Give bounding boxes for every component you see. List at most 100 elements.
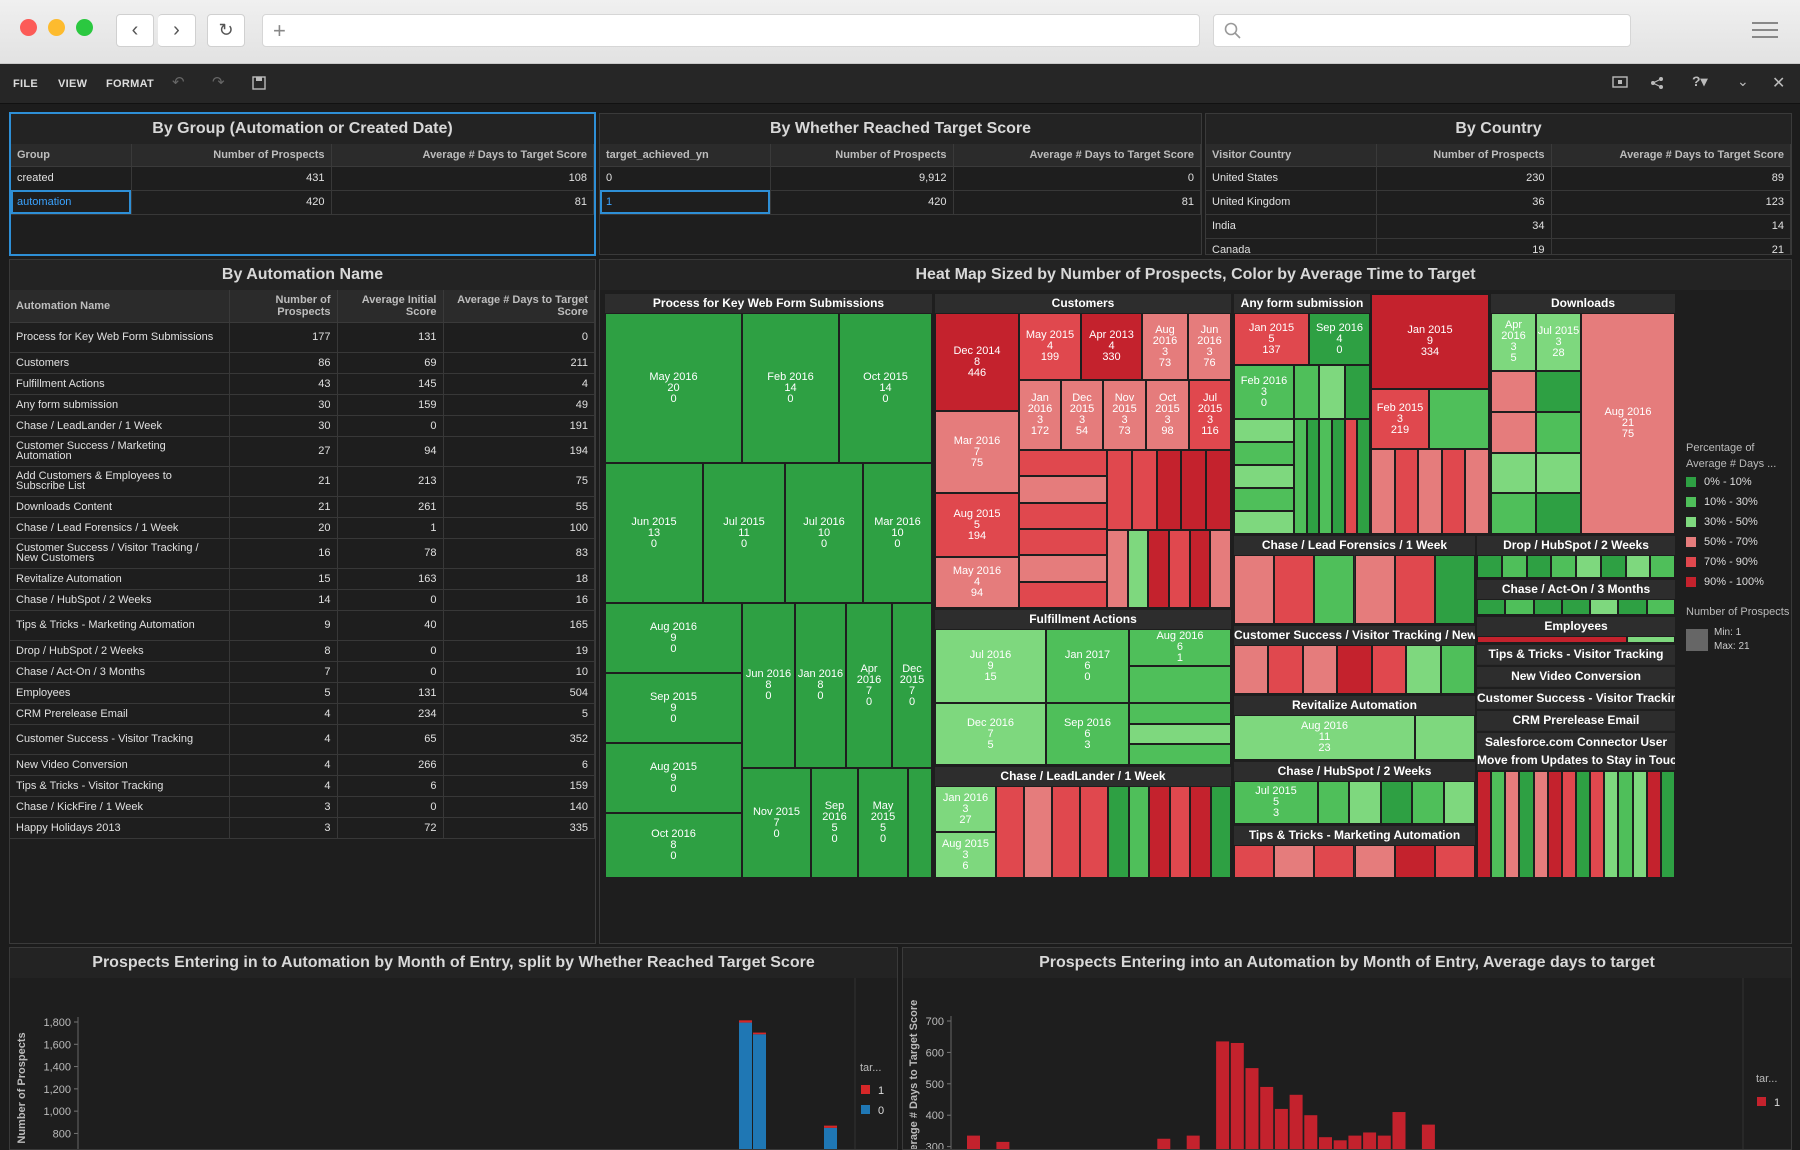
table-row[interactable]: India 34 14 bbox=[1206, 214, 1791, 239]
table-cell[interactable]: 8 bbox=[229, 640, 338, 662]
treemap-cell[interactable] bbox=[1406, 645, 1441, 694]
treemap-cell[interactable]: Aug 2016 6 1 bbox=[1129, 629, 1231, 666]
table-cell[interactable]: 213 bbox=[337, 466, 444, 497]
table-cell[interactable]: 191 bbox=[443, 415, 595, 437]
address-bar[interactable]: + bbox=[262, 14, 1200, 47]
treemap-group[interactable]: Chase / Act-On / 3 Months bbox=[1477, 580, 1675, 615]
menu-icon[interactable] bbox=[1752, 22, 1778, 40]
treemap-cell[interactable] bbox=[1551, 555, 1576, 578]
table-cell[interactable]: 0 bbox=[337, 661, 444, 683]
table-cell[interactable]: Canada bbox=[1206, 238, 1377, 254]
table-cell[interactable]: Tips & Tricks - Visitor Tracking bbox=[10, 775, 230, 797]
treemap-cell[interactable] bbox=[1019, 555, 1107, 582]
treemap-cell[interactable] bbox=[1357, 419, 1370, 534]
legend-item[interactable]: 1 bbox=[861, 1085, 884, 1097]
table-row[interactable]: Chase / Lead Forensics / 1 Week 20 1 100 bbox=[10, 517, 595, 539]
treemap-cell[interactable]: Dec 2015 7 0 bbox=[892, 603, 932, 768]
treemap-cell[interactable] bbox=[1660, 771, 1675, 878]
maximize-window-icon[interactable] bbox=[76, 19, 93, 36]
treemap-cell[interactable] bbox=[1443, 781, 1475, 824]
table-cell[interactable]: United Kingdom bbox=[1206, 190, 1377, 215]
table-row[interactable]: 0 9,912 0 bbox=[600, 166, 1201, 191]
undo-icon[interactable]: ↶ bbox=[172, 74, 185, 91]
treemap-cell[interactable]: Apr 2013 4 330 bbox=[1081, 313, 1142, 380]
table-cell[interactable]: 4 bbox=[229, 703, 338, 725]
table-cell[interactable]: 163 bbox=[337, 568, 444, 590]
table-cell[interactable]: 9 bbox=[229, 610, 338, 641]
table-cell[interactable]: Process for Key Web Form Submissions bbox=[10, 322, 230, 353]
treemap-cell[interactable] bbox=[1441, 449, 1466, 534]
save-icon[interactable] bbox=[252, 76, 266, 90]
treemap-cell[interactable] bbox=[1080, 786, 1108, 878]
treemap-cell[interactable]: Sep 2016 5 0 bbox=[811, 768, 858, 878]
treemap-cell[interactable] bbox=[1234, 488, 1294, 511]
treemap-cell[interactable] bbox=[1019, 450, 1107, 477]
column-header[interactable]: Average # Days to Target Score bbox=[1551, 144, 1791, 167]
table-cell[interactable]: 86 bbox=[229, 352, 338, 374]
table-cell[interactable]: Customer Success - Visitor Tracking bbox=[10, 724, 230, 755]
treemap-cell[interactable]: Feb 2015 3 219 bbox=[1371, 389, 1429, 449]
by-target-panel[interactable]: By Whether Reached Target Score target_a… bbox=[599, 113, 1202, 255]
table-row[interactable]: Tips & Tricks - Marketing Automation 9 40 1… bbox=[10, 610, 595, 641]
table-cell[interactable]: 65 bbox=[337, 724, 444, 755]
table-cell[interactable]: 159 bbox=[443, 775, 595, 797]
treemap-cell[interactable] bbox=[1234, 845, 1275, 878]
treemap-cell[interactable] bbox=[908, 768, 932, 878]
column-header[interactable]: Group bbox=[11, 144, 132, 167]
treemap-cell[interactable]: Jan 2016 3 27 bbox=[935, 786, 996, 832]
treemap-cell[interactable]: Jan 2015 9 334 bbox=[1371, 294, 1489, 389]
column-header[interactable]: Number of Prospects bbox=[1376, 144, 1552, 167]
treemap-cell[interactable]: Feb 2016 3 0 bbox=[1234, 365, 1294, 419]
table-cell[interactable]: 9,912 bbox=[770, 166, 954, 191]
column-header[interactable]: Visitor Country bbox=[1206, 144, 1377, 167]
treemap-cell[interactable] bbox=[1127, 530, 1149, 608]
table-row[interactable]: created 431 108 bbox=[11, 166, 594, 191]
table-cell[interactable]: 165 bbox=[443, 610, 595, 641]
treemap-group[interactable]: Tips & Tricks - Marketing Automation bbox=[1234, 826, 1475, 878]
table-cell[interactable]: 34 bbox=[1376, 214, 1552, 239]
treemap-cell[interactable] bbox=[1129, 666, 1231, 703]
treemap-cell[interactable] bbox=[1394, 845, 1435, 878]
treemap-cell[interactable]: Jan 2015 5 137 bbox=[1234, 313, 1309, 365]
treemap-cell[interactable] bbox=[1491, 371, 1536, 412]
column-header[interactable]: Average # Days to Target Score bbox=[953, 144, 1201, 167]
table-cell[interactable]: Drop / HubSpot / 2 Weeks bbox=[10, 640, 230, 662]
table-cell[interactable]: Any form submission bbox=[10, 394, 230, 416]
help-icon[interactable]: ?▾ bbox=[1692, 73, 1708, 89]
treemap-cell[interactable] bbox=[1108, 786, 1129, 878]
table-cell[interactable]: 420 bbox=[770, 190, 954, 215]
table-cell[interactable]: Chase / Act-On / 3 Months bbox=[10, 661, 230, 683]
treemap-cell[interactable] bbox=[1337, 645, 1372, 694]
table-cell[interactable]: 55 bbox=[443, 496, 595, 518]
treemap-cell[interactable]: May 2015 5 0 bbox=[858, 768, 908, 878]
table-cell[interactable]: 36 bbox=[1376, 190, 1552, 215]
table-cell[interactable]: 230 bbox=[1376, 166, 1552, 191]
treemap-cell[interactable] bbox=[1561, 771, 1576, 878]
table-cell[interactable]: 21 bbox=[229, 466, 338, 497]
treemap-cell[interactable] bbox=[1344, 419, 1358, 534]
treemap-cell[interactable] bbox=[1019, 529, 1107, 556]
redo-icon[interactable]: ↷ bbox=[212, 74, 225, 91]
treemap-cell[interactable] bbox=[1294, 365, 1320, 419]
column-header[interactable]: Number of Prospects bbox=[131, 144, 332, 167]
treemap-group[interactable]: Any form submission Jan 2015 5 137 Sep 2016 4… bbox=[1234, 294, 1370, 534]
treemap-cell[interactable] bbox=[1536, 411, 1581, 453]
treemap-cell[interactable]: Jul 2015 3 116 bbox=[1189, 380, 1231, 450]
treemap-cell[interactable]: Apr 2016 7 0 bbox=[846, 603, 892, 768]
table-row[interactable]: automation 420 81 bbox=[11, 190, 594, 215]
table-cell[interactable]: 145 bbox=[337, 373, 444, 395]
treemap-cell[interactable]: Jan 2016 3 172 bbox=[1019, 380, 1061, 450]
treemap-cell[interactable] bbox=[1576, 771, 1591, 878]
table-cell[interactable]: 78 bbox=[337, 538, 444, 569]
table-cell[interactable]: 0 bbox=[337, 589, 444, 611]
treemap-cell[interactable]: Jun 2015 13 0 bbox=[605, 463, 703, 603]
treemap-cell[interactable]: Aug 2015 9 0 bbox=[605, 743, 742, 813]
treemap-cell[interactable]: Oct 2015 3 98 bbox=[1146, 380, 1189, 450]
treemap-cell[interactable] bbox=[1604, 771, 1619, 878]
treemap-cell[interactable]: May 2016 20 0 bbox=[605, 313, 742, 463]
forward-button[interactable]: › bbox=[158, 14, 196, 47]
treemap-cell[interactable] bbox=[1314, 555, 1355, 624]
treemap-cell[interactable] bbox=[1234, 419, 1294, 442]
treemap-cell[interactable] bbox=[1107, 530, 1128, 608]
table-row[interactable]: 1 420 81 bbox=[600, 190, 1201, 215]
